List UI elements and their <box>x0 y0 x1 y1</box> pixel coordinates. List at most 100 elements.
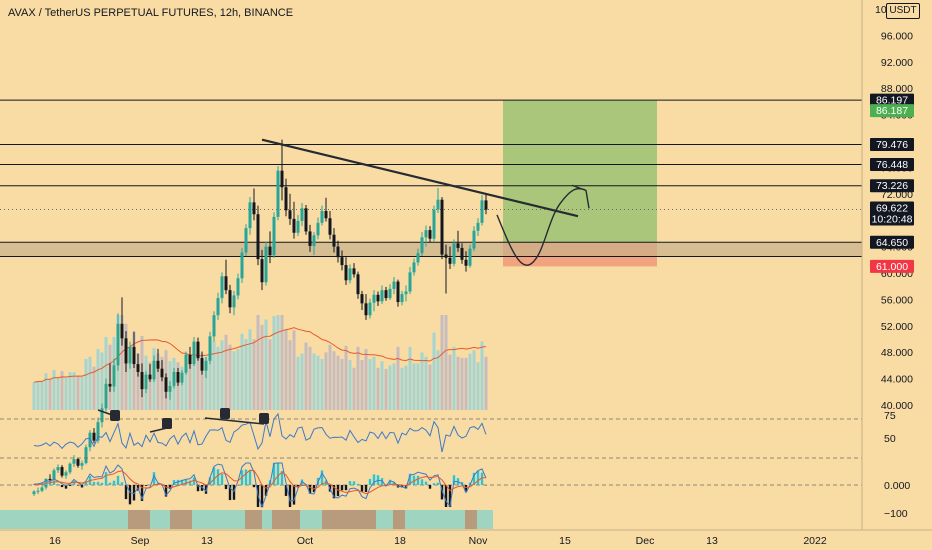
volume-bar <box>32 382 36 410</box>
candle-body <box>464 259 468 266</box>
price-tag-label: 69.622 <box>876 202 908 214</box>
trade-box <box>503 100 657 267</box>
volume-bar <box>276 315 280 410</box>
macd-histogram-bar <box>244 469 248 485</box>
volume-bar <box>48 378 52 410</box>
volume-bar <box>464 357 468 410</box>
volume-bar <box>448 354 452 410</box>
price-tag <box>870 235 914 249</box>
volume-bar <box>436 350 440 410</box>
volume-bar <box>224 334 228 410</box>
currency-selector[interactable]: USDT <box>886 3 920 19</box>
volume-bar <box>308 346 312 410</box>
volume-bar <box>240 333 244 410</box>
divergence-line <box>97 409 116 417</box>
candle-body <box>428 230 432 239</box>
volume-bar <box>56 377 60 410</box>
volume-bar <box>36 381 40 410</box>
candle-body <box>380 290 384 302</box>
macd-histogram-bar <box>188 480 192 485</box>
macd-histogram-bar <box>292 485 296 505</box>
candle-body <box>408 272 412 292</box>
rsi-line <box>33 412 487 453</box>
macd-histogram-bar <box>272 463 276 485</box>
candle-body <box>300 208 304 221</box>
volume-bar <box>96 349 100 410</box>
volume-bar <box>452 346 456 410</box>
indicator-tick-label: 0.000 <box>884 480 910 492</box>
time-tick-label: 13 <box>706 535 718 547</box>
macd-histogram-bar <box>356 483 360 485</box>
candle-body <box>32 491 36 495</box>
candle-body <box>208 336 212 361</box>
candle-body <box>400 294 404 303</box>
candle-body <box>36 490 40 492</box>
volume-bar <box>472 350 476 410</box>
volume-bar <box>320 359 324 410</box>
trend-strip-segment <box>150 510 170 529</box>
volume-bar <box>336 355 340 410</box>
volume-bar <box>80 376 84 410</box>
candles <box>32 139 488 497</box>
trend-strip-segment <box>245 510 262 529</box>
macd-histogram-bar <box>120 482 124 485</box>
divergence-line <box>204 417 265 425</box>
time-tick-label: 2022 <box>803 535 827 547</box>
macd-histogram-bar <box>368 478 372 485</box>
macd-histogram-bar <box>104 472 108 485</box>
volume-bar <box>380 361 384 410</box>
macd-histogram-bar <box>424 481 428 485</box>
candle-body <box>224 276 228 291</box>
candle-body <box>212 315 216 337</box>
trend-strip-segment <box>262 510 272 529</box>
volume-bar <box>424 356 428 410</box>
volume-bar <box>180 366 184 410</box>
volume-bar <box>228 344 232 410</box>
price-tick-label: 44.000 <box>881 374 913 386</box>
volume-bar <box>312 353 316 410</box>
candle-body <box>480 200 484 223</box>
volume-bar <box>284 329 288 410</box>
price-tick-label: 40.000 <box>881 400 913 412</box>
macd-histogram-bar <box>84 482 88 485</box>
candle-body <box>484 200 488 210</box>
candle-body <box>128 346 132 364</box>
volume-bar <box>72 372 76 410</box>
indicator-tick-label: 50 <box>884 433 896 445</box>
volume-bar <box>104 337 108 410</box>
candle-body <box>460 247 464 260</box>
macd-histogram-bar <box>276 463 280 485</box>
price-tick-label: 92.000 <box>881 57 913 69</box>
price-tag <box>870 137 914 151</box>
candle-body <box>132 346 136 365</box>
candle-body <box>356 274 360 295</box>
volume-bar <box>348 360 352 410</box>
macd-histogram-bar <box>208 477 212 485</box>
candle-body <box>344 265 348 281</box>
price-tag-label: 79.476 <box>876 139 908 151</box>
candle-body <box>292 218 296 233</box>
macd-histogram-bar <box>212 467 216 485</box>
volume-bar <box>256 315 260 410</box>
volume-bar <box>216 346 220 410</box>
macd-histogram-bar <box>332 485 336 499</box>
candle-body <box>452 243 456 264</box>
candle-body <box>108 383 112 387</box>
time-tick-label: 16 <box>49 535 61 547</box>
candle-body <box>116 323 120 366</box>
volume-bar <box>208 338 212 410</box>
volume-bar <box>120 315 124 410</box>
rsi-pane <box>0 408 862 459</box>
divergence-marks <box>97 408 269 433</box>
candle-body <box>284 187 288 211</box>
volume-bar <box>200 353 204 410</box>
candle-body <box>252 202 256 215</box>
macd-histogram-bar <box>432 483 436 485</box>
volume-bar <box>136 353 140 410</box>
time-axis: 16 Sep 13 Oct 18 Nov 15 Dec 13 2022 <box>49 535 827 547</box>
candle-body <box>244 228 248 253</box>
candle-body <box>84 447 88 464</box>
candle-body <box>100 408 104 423</box>
volume-bar <box>432 332 436 410</box>
candle-body <box>60 467 64 476</box>
